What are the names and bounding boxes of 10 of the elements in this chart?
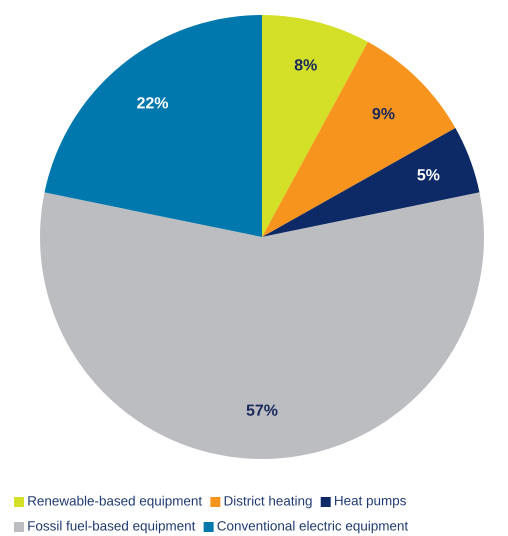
legend-label: Heat pumps: [335, 496, 406, 508]
data-label: 22%: [137, 97, 168, 108]
data-label: 8%: [294, 59, 317, 70]
data-label: 5%: [417, 169, 440, 180]
legend-label: Renewable-based equipment: [28, 496, 202, 508]
legend-label: Conventional electric equipment: [218, 520, 408, 534]
legend-label: Fossil fuel-based equipment: [28, 520, 196, 534]
legend-label: District heating: [224, 496, 312, 508]
data-label: 57%: [246, 404, 278, 416]
data-label: 9%: [372, 108, 395, 120]
